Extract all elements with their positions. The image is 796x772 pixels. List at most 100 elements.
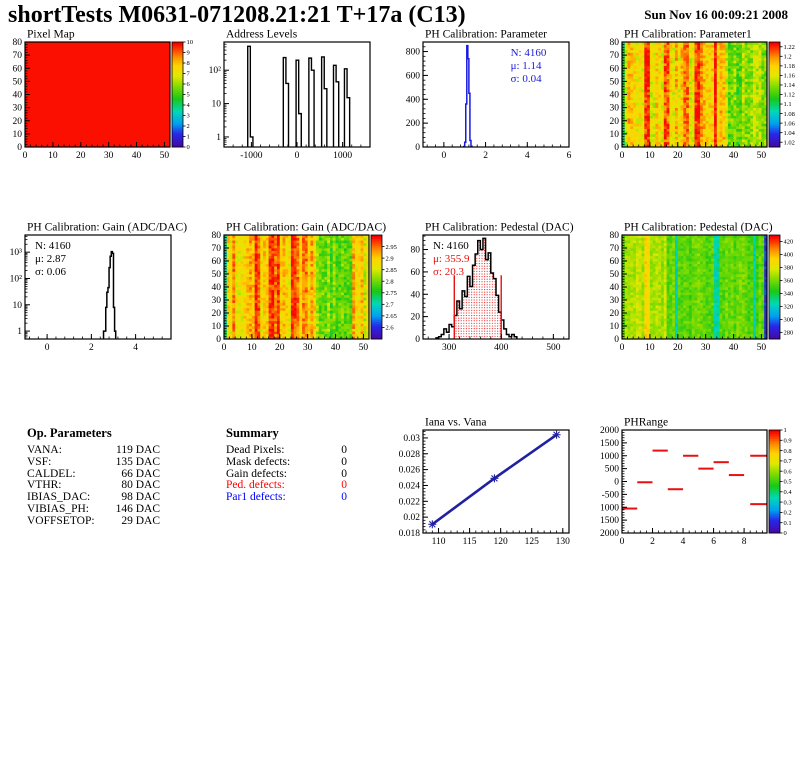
svg-text:10: 10: [13, 130, 23, 140]
svg-text:10³: 10³: [10, 248, 23, 258]
svg-text:2: 2: [187, 123, 190, 130]
summary-row: Ped. defects: 0: [226, 480, 347, 492]
op-parameters-pad: Op. Parameters VANA: 119 DAC VSF: 135 DAC CA…: [27, 426, 160, 528]
svg-text:2.8: 2.8: [386, 278, 394, 285]
svg-text:10²: 10²: [10, 274, 23, 284]
svg-text:2.7: 2.7: [386, 302, 395, 309]
svg-text:70: 70: [610, 51, 620, 61]
svg-text:Address Levels: Address Levels: [226, 29, 298, 41]
svg-text:3: 3: [187, 113, 190, 120]
svg-text:5: 5: [187, 92, 190, 99]
op-parameter-row-value: 66 DAC: [121, 467, 160, 480]
summary-row: Gain defects: 0: [226, 467, 347, 481]
svg-text:N: 4160: N: 4160: [511, 47, 547, 59]
svg-text:40: 40: [411, 290, 421, 300]
op-parameter-row-label: VTHR:: [27, 479, 62, 492]
svg-text:0: 0: [415, 335, 420, 345]
svg-text:7: 7: [187, 71, 191, 78]
svg-text:0: 0: [415, 143, 420, 153]
chart-address-levels: -1000 0 1000 1 10 10² Address Levels: [209, 29, 371, 161]
svg-text:N: 4160: N: 4160: [35, 240, 71, 252]
svg-text:20: 20: [411, 313, 421, 323]
svg-text:1.12: 1.12: [784, 92, 795, 99]
svg-text:1.02: 1.02: [784, 139, 795, 146]
svg-text:9: 9: [187, 50, 190, 57]
svg-text:30: 30: [701, 151, 711, 161]
op-parameter-row-label: VOFFSETOP:: [27, 514, 95, 527]
svg-text:4: 4: [187, 102, 191, 109]
svg-text:30: 30: [212, 296, 222, 306]
chart-gain-map: 0 10 20 30 40 50 0 10 20 30 40 50 60 70 80 2.6 2.65 2.7 2.…: [212, 222, 397, 354]
summary-row-value: 0: [341, 467, 347, 480]
op-parameter-row: CALDEL: 66 DAC: [27, 467, 160, 481]
svg-text:0: 0: [620, 151, 625, 161]
svg-text:6: 6: [567, 151, 572, 161]
op-parameter-row-label: IBIAS_DAC:: [27, 491, 91, 504]
svg-text:1.06: 1.06: [784, 120, 796, 127]
svg-text:1: 1: [216, 133, 221, 143]
svg-text:6: 6: [187, 81, 191, 88]
svg-text:2.9: 2.9: [386, 255, 394, 262]
svg-text:PH Calibration: Gain (ADC/DAC): PH Calibration: Gain (ADC/DAC): [27, 222, 187, 234]
svg-text:200: 200: [406, 119, 421, 129]
op-parameter-row-label: VIBIAS_PH:: [27, 502, 89, 515]
svg-text:10²: 10²: [209, 66, 222, 76]
op-parameter-row: VTHR: 80 DAC: [27, 480, 160, 492]
svg-text:μ: 1.14: μ: 1.14: [511, 60, 542, 72]
op-parameter-row-value: 29 DAC: [121, 514, 160, 527]
summary-row: Par1 defects: 0: [226, 491, 347, 504]
svg-text:60: 60: [212, 257, 222, 267]
svg-text:20: 20: [76, 151, 86, 161]
svg-text:4: 4: [525, 151, 530, 161]
summary-row-label: Dead Pixels:: [226, 444, 285, 456]
svg-text:40: 40: [13, 91, 23, 101]
svg-text:2.95: 2.95: [386, 244, 397, 251]
svg-text:500: 500: [546, 343, 561, 353]
svg-text:10: 10: [48, 151, 58, 161]
svg-text:60: 60: [13, 64, 23, 74]
svg-text:40: 40: [610, 91, 620, 101]
svg-text:20: 20: [275, 343, 285, 353]
svg-text:-1000: -1000: [240, 151, 262, 161]
svg-text:80: 80: [411, 246, 421, 256]
summary-title: Summary: [226, 426, 279, 440]
svg-text:0: 0: [17, 143, 22, 153]
svg-text:50: 50: [757, 151, 767, 161]
svg-text:20: 20: [673, 151, 683, 161]
svg-text:20: 20: [610, 117, 620, 127]
svg-text:10: 10: [645, 151, 655, 161]
op-parameter-row-value: 98 DAC: [121, 491, 160, 504]
svg-text:0: 0: [441, 151, 446, 161]
svg-text:60: 60: [411, 268, 421, 278]
op-parameter-row: VSF: 135 DAC: [27, 456, 160, 469]
svg-text:1.22: 1.22: [784, 44, 795, 51]
svg-text:80: 80: [610, 38, 620, 48]
op-parameter-row: VANA: 119 DAC: [27, 444, 160, 457]
summary-row-label: Ped. defects:: [226, 479, 285, 492]
op-parameter-row-label: VANA:: [27, 444, 62, 456]
svg-text:2.65: 2.65: [386, 313, 397, 320]
svg-text:8: 8: [187, 60, 190, 67]
svg-text:50: 50: [212, 270, 222, 280]
svg-text:40: 40: [729, 151, 739, 161]
svg-text:80: 80: [13, 38, 23, 48]
svg-text:1: 1: [187, 134, 190, 141]
chart-par1-map: 0 10 20 30 40 50 0 10 20 30 40 50 60 70 80 1.02 1.04 1.06…: [610, 29, 796, 162]
svg-text:Pixel Map: Pixel Map: [27, 29, 75, 41]
op-parameter-row-label: CALDEL:: [27, 467, 76, 480]
op-parameter-row: IBIAS_DAC: 98 DAC: [27, 491, 160, 504]
op-parameters-title: Op. Parameters: [27, 426, 112, 440]
svg-text:0: 0: [614, 143, 619, 153]
svg-text:300: 300: [442, 343, 457, 353]
summary-row-value: 0: [341, 491, 347, 504]
summary-row-value: 0: [341, 479, 347, 492]
svg-text:10: 10: [212, 322, 222, 332]
svg-text:σ: 0.04: σ: 0.04: [511, 73, 542, 85]
op-parameter-row: VIBIAS_PH: 146 DAC: [27, 502, 160, 516]
summary-row-label: Gain defects:: [226, 467, 287, 480]
op-parameter-row: VOFFSETOP: 29 DAC: [27, 514, 160, 528]
